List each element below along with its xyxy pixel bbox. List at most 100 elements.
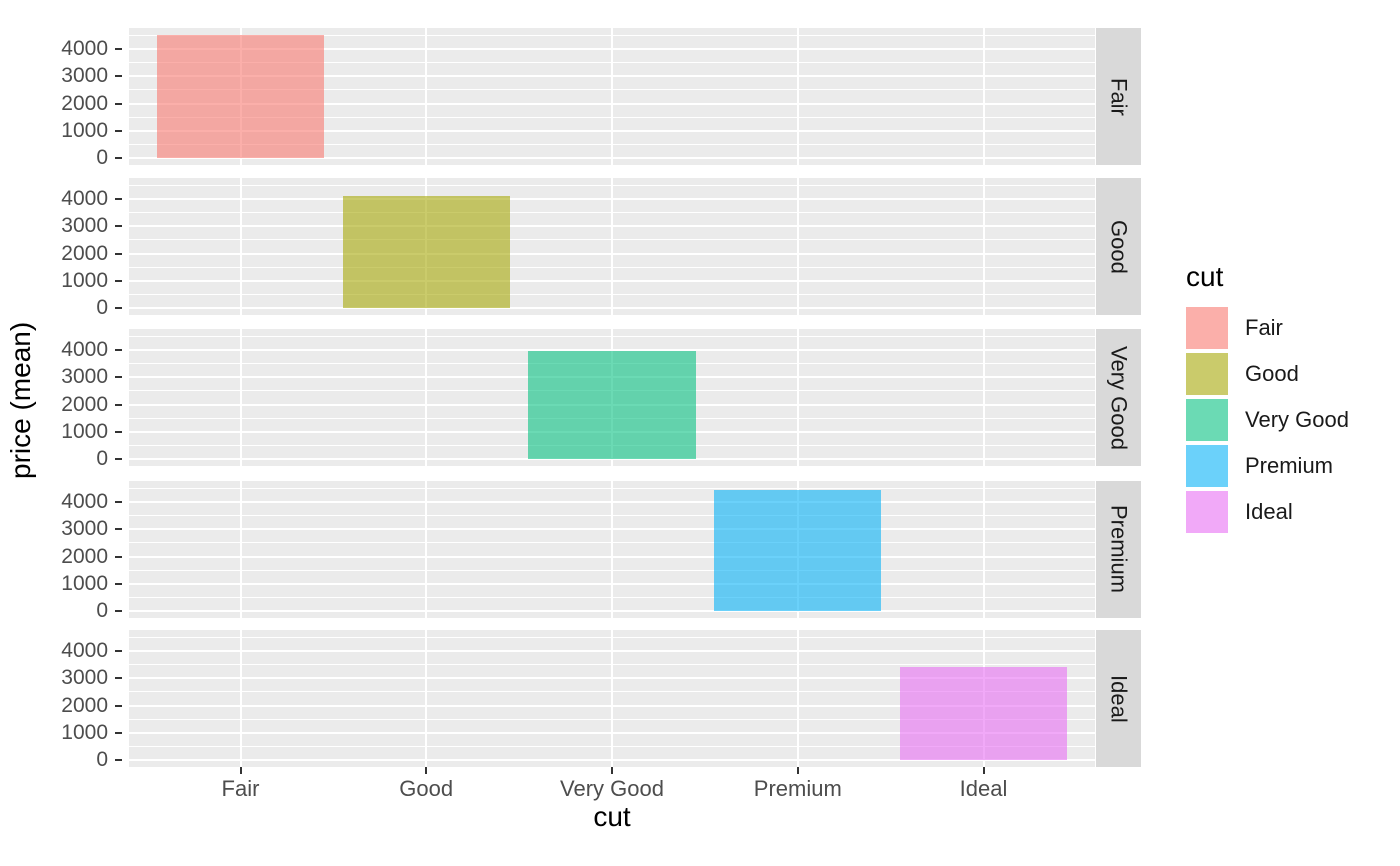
gridline-minor-h xyxy=(129,569,1095,571)
x-tick-label: Good xyxy=(399,776,454,801)
y-tick-mark xyxy=(115,610,122,613)
y-tick-mark xyxy=(115,102,122,105)
gridline-major-h xyxy=(129,102,1095,105)
legend-swatch xyxy=(1186,491,1228,533)
gridline-minor-h xyxy=(129,664,1095,665)
gridline-major-v xyxy=(982,481,985,618)
gridline-major-v xyxy=(611,178,613,315)
gridline-major-h xyxy=(129,677,1095,680)
legend-swatch xyxy=(1186,399,1228,441)
y-tick-label: 4000 xyxy=(61,489,108,513)
y-tick-mark xyxy=(115,348,122,351)
gridline-minor-h xyxy=(129,266,1095,268)
y-tick-label: 3000 xyxy=(61,666,108,690)
y-tick-label: 0 xyxy=(96,146,108,170)
y-tick-mark xyxy=(115,252,122,255)
gridline-minor-h xyxy=(129,184,1095,186)
gridline-major-h xyxy=(129,225,1095,228)
gridline-major-v xyxy=(982,28,985,165)
y-tick-mark xyxy=(115,649,122,652)
facet-panel-premium xyxy=(129,481,1095,618)
gridline-major-h xyxy=(129,704,1095,707)
gridline-major-v xyxy=(796,630,799,767)
legend-item-label: Fair xyxy=(1245,315,1283,340)
gridline-major-v xyxy=(239,630,242,767)
y-tick-mark xyxy=(115,307,122,310)
facet-strip-label: Ideal xyxy=(1106,674,1132,723)
gridline-minor-h xyxy=(129,294,1095,296)
gridline-major-v xyxy=(239,481,242,618)
y-tick-label: 2000 xyxy=(61,544,108,568)
facet-panel-very-good xyxy=(129,329,1095,466)
y-tick-mark xyxy=(115,732,122,734)
y-tick-label: 2000 xyxy=(61,91,108,115)
facet-panel-ideal xyxy=(129,630,1095,767)
y-tick-mark xyxy=(115,157,122,160)
gridline-minor-h xyxy=(129,116,1095,118)
facet-strip-label: Fair xyxy=(1106,77,1132,116)
gridline-major-v xyxy=(796,28,799,165)
gridline-minor-h xyxy=(129,515,1095,516)
gridline-major-h xyxy=(129,458,1095,461)
facet-strip-ideal: Ideal xyxy=(1096,630,1141,767)
y-tick-mark xyxy=(115,47,122,50)
gridline-major-h xyxy=(129,280,1095,282)
gridline-major-h xyxy=(129,555,1095,558)
y-tick-mark xyxy=(115,583,122,585)
legend-item-label: Premium xyxy=(1245,453,1334,478)
gridline-major-v xyxy=(425,28,428,165)
gridline-major-h xyxy=(129,47,1095,50)
bar-ideal xyxy=(899,666,1068,761)
legend-item-ideal: Ideal xyxy=(1186,491,1349,533)
x-tick-mark xyxy=(425,767,428,774)
facet-strip-label: Very Good xyxy=(1106,345,1132,450)
x-tick-label: Fair xyxy=(221,776,260,801)
gridline-major-h xyxy=(129,583,1095,585)
y-tick-label: 1000 xyxy=(61,721,108,744)
x-tick-mark xyxy=(611,767,613,774)
gridline-major-h xyxy=(129,75,1095,78)
y-tick-label: 3000 xyxy=(61,214,108,238)
y-tick-mark xyxy=(115,130,122,132)
y-tick-mark xyxy=(115,225,122,228)
gridline-major-v xyxy=(239,178,242,315)
gridline-major-h xyxy=(129,130,1095,132)
gridline-major-v xyxy=(611,481,613,618)
facet-strip-fair: Fair xyxy=(1096,28,1141,165)
y-tick-label: 2000 xyxy=(61,392,108,416)
gridline-major-v xyxy=(796,178,799,315)
x-tick-mark xyxy=(239,767,242,774)
y-tick-mark xyxy=(115,197,122,200)
y-tick-label: 1000 xyxy=(61,119,108,142)
y-tick-mark xyxy=(115,75,122,78)
gridline-minor-h xyxy=(129,335,1095,337)
y-tick-mark xyxy=(115,759,122,762)
gridline-major-h xyxy=(129,500,1095,503)
legend-swatch xyxy=(1186,307,1228,349)
legend-item-label: Very Good xyxy=(1245,407,1349,432)
facet-panel-fair xyxy=(129,28,1095,165)
legend-item-fair: Fair xyxy=(1186,307,1349,349)
gridline-major-v xyxy=(425,630,428,767)
legend-item-label: Ideal xyxy=(1245,499,1293,524)
legend-swatch xyxy=(1186,353,1228,395)
x-axis-title: cut xyxy=(593,801,631,832)
legend-item-good: Good xyxy=(1186,353,1349,395)
legend-title: cut xyxy=(1186,261,1224,292)
x-tick-label: Ideal xyxy=(959,776,1008,801)
gridline-major-h xyxy=(129,610,1095,613)
y-tick-mark xyxy=(115,555,122,558)
legend: cut Fair Good Very Good Premium Ideal xyxy=(1186,261,1349,537)
legend-item-premium: Premium xyxy=(1186,445,1349,487)
y-tick-mark xyxy=(115,458,122,461)
y-tick-mark xyxy=(115,528,122,531)
facet-strip-very-good: Very Good xyxy=(1096,329,1141,466)
gridline-minor-h xyxy=(129,34,1095,36)
y-tick-label: 4000 xyxy=(61,36,108,60)
legend-item-very-good: Very Good xyxy=(1186,399,1349,441)
gridline-major-h xyxy=(129,732,1095,734)
y-tick-mark xyxy=(115,376,122,379)
x-tick-label: Very Good xyxy=(560,776,664,801)
y-tick-label: 0 xyxy=(96,599,108,623)
gridline-major-v xyxy=(982,178,985,315)
